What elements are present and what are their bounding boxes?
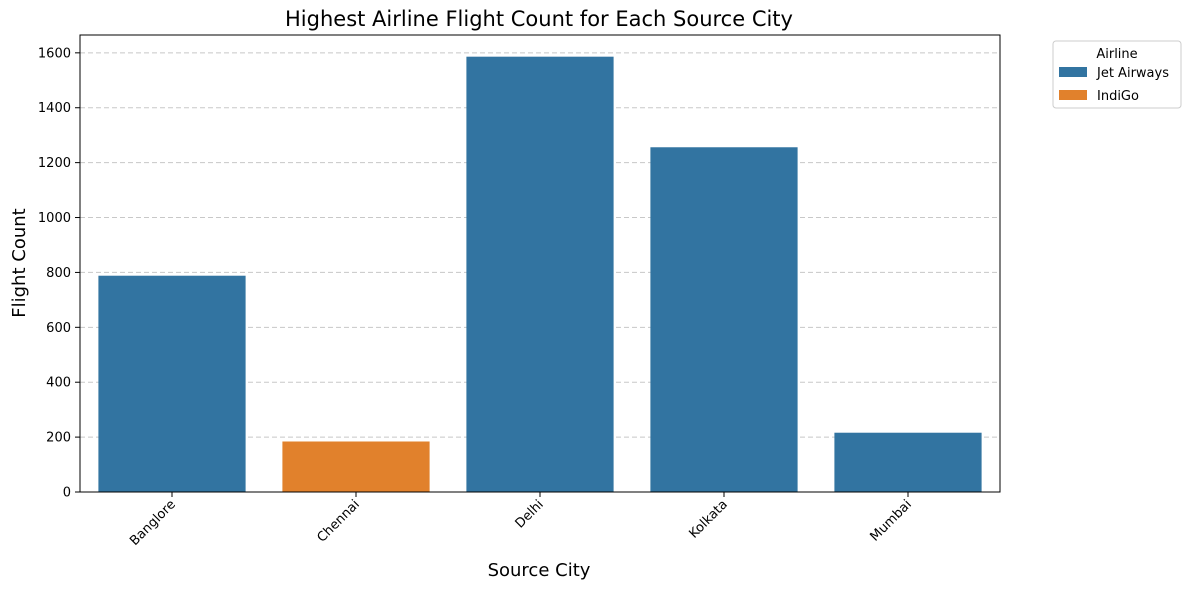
legend-swatch-jet-airways — [1059, 67, 1087, 77]
y-tick-label-200: 200 — [46, 431, 71, 446]
x-tick-label-delhi: Delhi — [513, 497, 547, 531]
y-tick-label-600: 600 — [46, 321, 71, 336]
bar-chennai — [282, 441, 430, 492]
bar-kolkata — [650, 147, 798, 492]
y-tick-label-800: 800 — [46, 266, 71, 281]
x-tick-label-chennai: Chennai — [314, 497, 362, 545]
x-tick-label-kolkata: Kolkata — [686, 497, 730, 541]
bars — [98, 56, 982, 493]
legend-title: Airline — [1096, 47, 1137, 62]
legend: Airline Jet Airways IndiGo — [1052, 40, 1182, 109]
legend-label-jet-airways: Jet Airways — [1096, 66, 1169, 81]
x-tick-label-mumbai: Mumbai — [867, 497, 914, 544]
y-axis-ticks: 0 200 400 600 800 1000 1200 1400 1600 — [38, 46, 80, 501]
bar-banglore — [98, 275, 246, 492]
x-axis-ticks: Banglore Chennai Delhi Kolkata Mumbai — [127, 492, 915, 549]
y-tick-label-1600: 1600 — [38, 46, 71, 61]
y-tick-label-0: 0 — [63, 486, 71, 501]
y-tick-label-1000: 1000 — [38, 211, 71, 226]
y-tick-label-1200: 1200 — [38, 156, 71, 171]
bar-mumbai — [834, 432, 982, 492]
chart-title: Highest Airline Flight Count for Each So… — [285, 7, 793, 31]
x-tick-label-banglore: Banglore — [127, 497, 179, 549]
y-tick-label-1400: 1400 — [38, 101, 71, 116]
y-axis-label: Flight Count — [9, 208, 30, 317]
x-axis-label: Source City — [488, 560, 591, 581]
y-tick-label-400: 400 — [46, 376, 71, 391]
bar-delhi — [466, 56, 614, 493]
legend-swatch-indigo — [1059, 90, 1087, 100]
legend-label-indigo: IndiGo — [1097, 89, 1139, 104]
